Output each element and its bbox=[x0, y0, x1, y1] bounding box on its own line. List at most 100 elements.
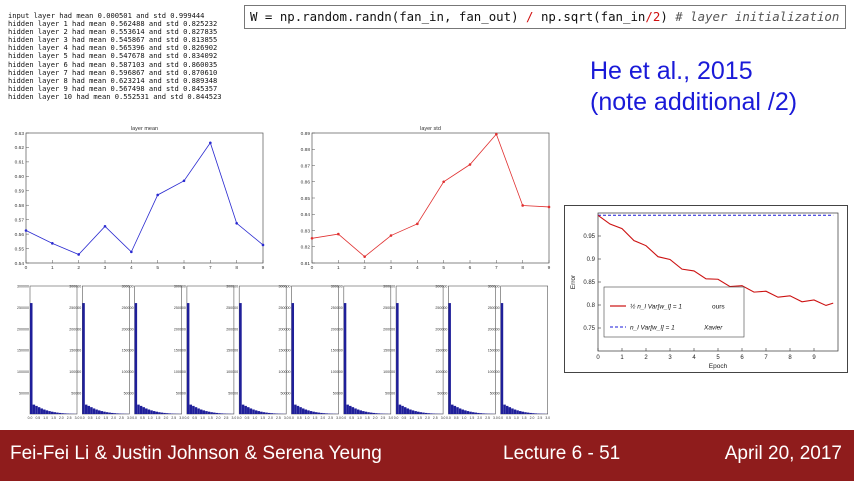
y-tick-label: 0.81 bbox=[301, 261, 311, 267]
histogram-bar bbox=[356, 409, 360, 414]
note-line-1: He et al., 2015 bbox=[590, 57, 753, 85]
histogram-bar bbox=[398, 404, 402, 414]
y-tick-label: 150000 bbox=[226, 349, 238, 353]
console-line: hidden layer 2 had mean 0.553614 and std… bbox=[8, 27, 218, 37]
x-tick-label: 1.0 bbox=[357, 416, 362, 420]
y-tick-label: 0.63 bbox=[15, 131, 25, 137]
histogram-bar bbox=[422, 412, 425, 414]
histogram-bar bbox=[150, 410, 153, 414]
histogram-bar bbox=[53, 412, 57, 414]
histogram-bar bbox=[458, 408, 462, 414]
histogram-bar bbox=[155, 411, 158, 414]
x-tick-label: 3 bbox=[390, 265, 393, 271]
y-tick-label: 100000 bbox=[435, 370, 447, 374]
histogram-bar bbox=[270, 413, 274, 414]
x-tick-label: 8 bbox=[788, 355, 792, 361]
histogram-bar bbox=[58, 412, 62, 414]
histogram-bar bbox=[343, 303, 347, 414]
histogram-panel: 50000 100000 150000 200000 250000 300000 0.0 0.… bbox=[279, 285, 341, 420]
x-axis-label: Epoch bbox=[709, 363, 728, 370]
x-tick-label: 2.0 bbox=[268, 416, 273, 420]
histogram-bar bbox=[304, 409, 308, 414]
x-tick-label: 2.5 bbox=[119, 416, 124, 420]
data-point bbox=[156, 193, 159, 197]
y-tick-label: 0.61 bbox=[15, 160, 25, 166]
x-tick-label: 8 bbox=[521, 265, 524, 271]
legend: ½ n_l Var[w_l] = 1 ours n_l Var[w_l] = 1 Xa… bbox=[603, 286, 745, 338]
plot-frame bbox=[25, 132, 264, 264]
layer-std-chart: layer std 0.81 0.82 0.83 0.84 0.85 0.86 0.87 0.8… bbox=[301, 126, 551, 271]
y-tick-label: 0.84 bbox=[301, 212, 311, 218]
histogram-bar bbox=[220, 413, 224, 414]
histogram-bar bbox=[377, 413, 381, 414]
histogram-bar bbox=[265, 412, 268, 414]
histogram-panel: 50000 100000 150000 200000 250000 300000 0.0 0.… bbox=[122, 285, 184, 420]
y-tick-label: 100000 bbox=[226, 370, 238, 374]
y-tick-label: 100000 bbox=[488, 370, 500, 374]
y-tick-label: 0.95 bbox=[583, 234, 595, 240]
histogram-bar bbox=[471, 412, 475, 414]
y-tick-label: 300000 bbox=[122, 285, 134, 289]
y-tick-label: 100000 bbox=[69, 370, 81, 374]
histogram-bar bbox=[521, 411, 525, 414]
y-tick-label: 200000 bbox=[435, 327, 447, 331]
histogram-bar bbox=[320, 412, 323, 414]
histogram-bar bbox=[406, 408, 410, 414]
histogram-bar bbox=[430, 413, 433, 414]
x-tick-label: 3.0 bbox=[75, 416, 80, 420]
y-tick-label: 150000 bbox=[435, 349, 447, 353]
footer-date: April 20, 2017 bbox=[724, 443, 842, 464]
x-tick-label: 0.0 bbox=[394, 416, 399, 420]
y-tick-label: 0.86 bbox=[301, 180, 311, 186]
x-tick-label: 2.5 bbox=[485, 416, 490, 420]
x-tick-label: 5 bbox=[716, 355, 720, 361]
x-tick-label: 1.0 bbox=[148, 416, 153, 420]
histogram-bar bbox=[262, 412, 266, 414]
x-tick-label: 0.5 bbox=[297, 416, 302, 420]
code-snippet: W = np.random.randn(fan_in, fan_out) / n… bbox=[244, 5, 846, 29]
histogram-bar bbox=[273, 413, 276, 414]
histogram-bar bbox=[61, 413, 64, 414]
x-tick-label: 1.5 bbox=[260, 416, 265, 420]
histogram-bar bbox=[92, 408, 96, 414]
histogram-bar bbox=[267, 412, 271, 414]
histogram-bar bbox=[100, 411, 104, 414]
histogram-bar bbox=[524, 412, 527, 414]
x-tick-label: 2 bbox=[77, 265, 80, 271]
y-tick-label: 150000 bbox=[69, 349, 81, 353]
legend-math-xavier: n_l Var[w_l] = 1 bbox=[630, 325, 675, 332]
y-tick-label: 250000 bbox=[331, 306, 343, 310]
histogram-bar bbox=[145, 408, 148, 414]
histogram-bar bbox=[152, 411, 156, 414]
y-tick-label: 0.89 bbox=[301, 131, 311, 137]
y-tick-label: 200000 bbox=[488, 327, 500, 331]
x-tick-label: 1.0 bbox=[462, 416, 467, 420]
x-tick-label: 9 bbox=[262, 265, 265, 271]
x-tick-label: 6 bbox=[740, 355, 744, 361]
x-tick-label: 3.0 bbox=[179, 416, 184, 420]
x-tick-label: 1.0 bbox=[409, 416, 414, 420]
histogram-bar bbox=[168, 413, 172, 414]
histogram-bar bbox=[35, 405, 38, 414]
x-tick-label: 4 bbox=[416, 265, 419, 271]
histogram-bar bbox=[84, 404, 88, 414]
code-divide: / bbox=[526, 9, 534, 24]
x-tick-label: 1.0 bbox=[305, 416, 310, 420]
data-point bbox=[77, 253, 80, 256]
legend-math-ours: ½ n_l Var[w_l] = 1 bbox=[630, 303, 682, 311]
histogram-bar bbox=[456, 407, 459, 414]
histogram-panel: 50000 100000 150000 200000 250000 300000 0.0 0.… bbox=[174, 285, 236, 420]
histogram-bar bbox=[307, 410, 310, 414]
y-axis-label: Error bbox=[570, 274, 577, 289]
histogram-bar bbox=[189, 404, 193, 414]
histogram-bar bbox=[301, 408, 305, 414]
y-tick-label: 150000 bbox=[488, 349, 500, 353]
histogram-bar bbox=[45, 410, 49, 414]
x-tick-label: 1.0 bbox=[514, 416, 519, 420]
data-point bbox=[261, 243, 265, 247]
histogram-bar bbox=[416, 411, 420, 414]
histogram-panel: 50000 100000 150000 200000 250000 300000 0.0 0.… bbox=[435, 285, 497, 420]
histogram-bar bbox=[207, 411, 211, 414]
histogram-bar bbox=[194, 407, 198, 414]
plot-frame bbox=[291, 285, 339, 415]
